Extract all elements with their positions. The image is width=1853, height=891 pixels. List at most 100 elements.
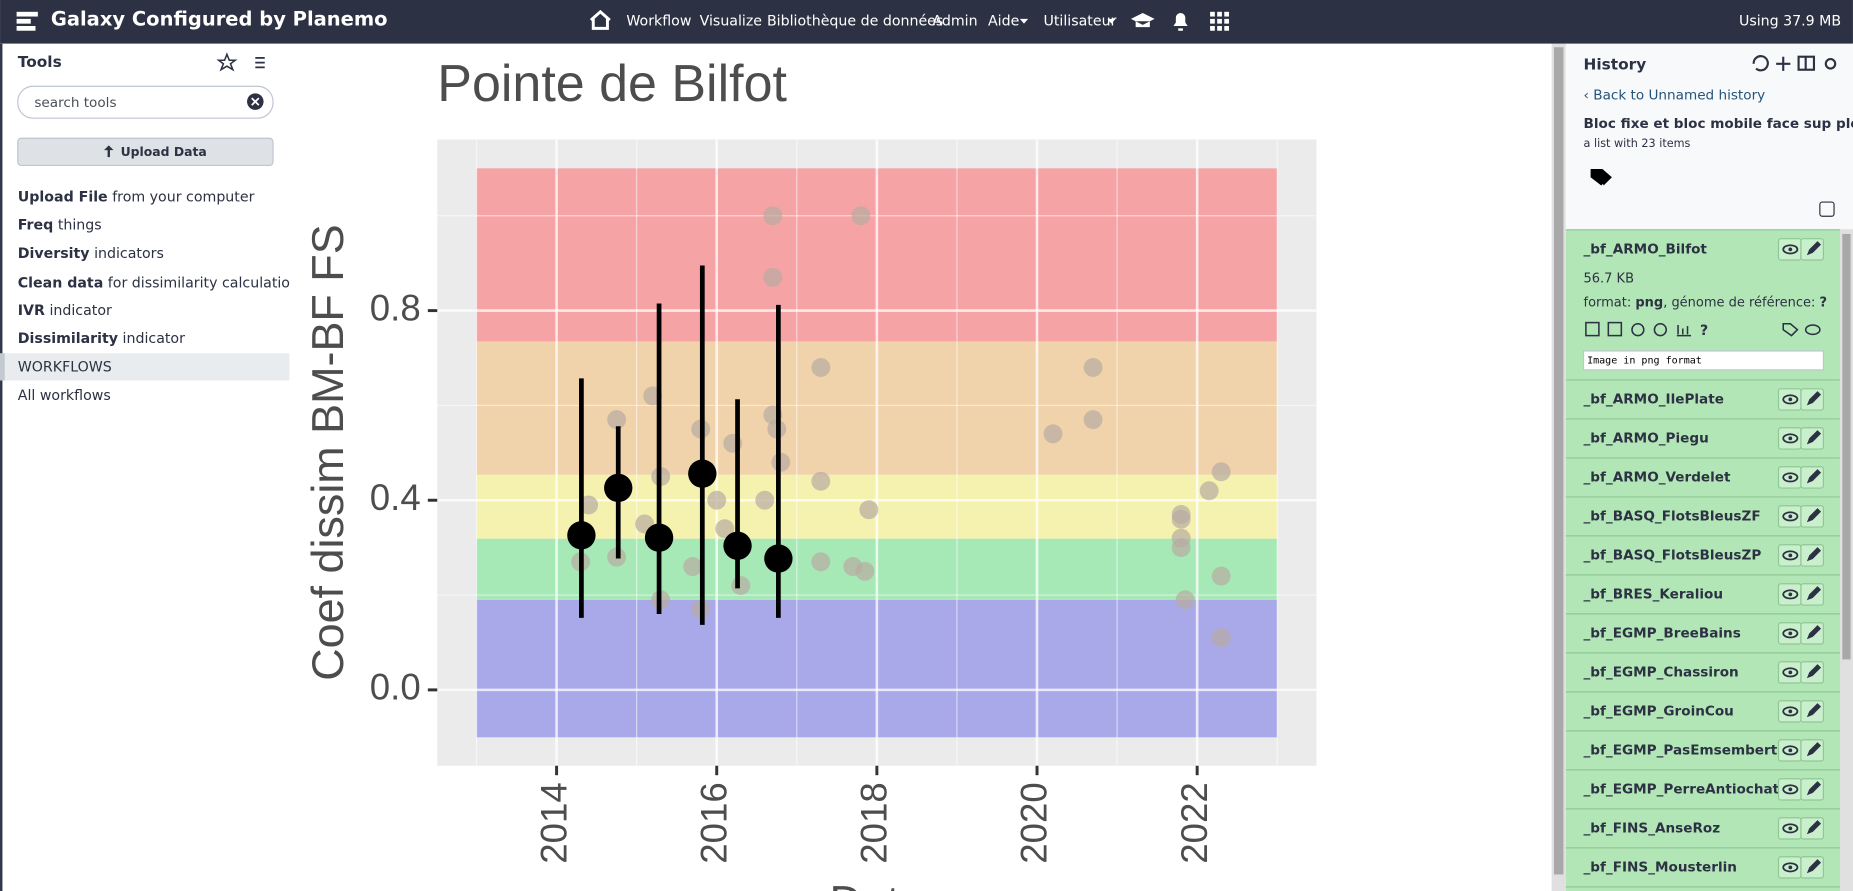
chart-title: Pointe de Bilfot [437, 55, 787, 113]
list-icon[interactable] [255, 57, 265, 69]
tool-name[interactable]: Dissimilarity [18, 331, 118, 347]
scroll-thumb[interactable] [1553, 47, 1564, 875]
data-point [851, 206, 871, 226]
favorites-icon[interactable] [216, 52, 238, 72]
tags-icon[interactable] [1590, 168, 1612, 186]
x-tick-label: 2020 [1014, 782, 1055, 863]
data-point [1211, 462, 1231, 482]
dataset-actions[interactable]: ? [1585, 321, 1821, 339]
history-scroll-thumb[interactable] [1842, 233, 1851, 660]
nav-item[interactable]: Bibliothèque de données [767, 13, 943, 29]
peek-box [1582, 350, 1824, 371]
nav-item[interactable]: Aide [988, 13, 1019, 29]
edit-icon [1806, 241, 1822, 256]
dataset-name[interactable]: _bf_EGMP_BreeBains [1584, 625, 1741, 641]
dataset-name[interactable]: _bf_ARMO_Piegu [1584, 430, 1709, 446]
y-tick-label: 0.0 [370, 667, 421, 708]
navbar [0, 0, 1853, 44]
tool-name[interactable]: Upload File [18, 189, 108, 205]
upload-button[interactable] [17, 137, 274, 167]
apps-icon[interactable] [1210, 11, 1230, 31]
tool-link[interactable]: Freq things [18, 218, 102, 234]
back-link[interactable]: ‹ Back to Unnamed history [1584, 88, 1766, 104]
section-title[interactable]: WORKFLOWS [18, 360, 112, 376]
tool-link[interactable]: Dissimilarity indicator [18, 331, 185, 347]
eye-pupil [1788, 436, 1793, 441]
tool-link[interactable]: Clean data for dissimilarity calculation… [18, 276, 307, 292]
data-point [1171, 538, 1191, 558]
back-text[interactable]: Back to Unnamed history [1593, 88, 1765, 104]
dataset-name[interactable]: _bf_ARMO_Bilfot [1584, 241, 1708, 257]
dataset-name[interactable]: _bf_EGMP_PasEmsembert [1584, 742, 1778, 758]
tool-link[interactable]: Upload File from your computer [18, 189, 255, 205]
upload-label: Upload Data [121, 144, 207, 159]
edit-icon [1806, 664, 1822, 679]
history-icons[interactable] [1752, 55, 1837, 72]
nav-item[interactable]: Visualize [700, 13, 762, 29]
nav-item[interactable]: Workflow [626, 13, 691, 29]
dataset-name[interactable]: _bf_ARMO_Verdelet [1584, 469, 1731, 485]
dataset-name[interactable]: _bf_BRES_Keraliou [1584, 586, 1724, 602]
eye-pupil [1788, 247, 1793, 252]
eye-pupil [1788, 787, 1793, 792]
eye-pupil [1788, 514, 1793, 519]
tool-desc[interactable]: from your computer [112, 189, 254, 205]
edit-icon [1806, 586, 1822, 601]
dataset-name[interactable]: _bf_FINS_AnseRoz [1584, 820, 1721, 836]
tool-name[interactable]: IVR [18, 303, 45, 319]
tool-desc[interactable]: indicator [49, 303, 112, 319]
tool-desc[interactable]: indicators [94, 246, 164, 262]
y-tick-label: 0.8 [370, 287, 421, 328]
tool-desc[interactable]: for dissimilarity calculations [108, 276, 307, 292]
mean-point [723, 531, 752, 560]
brand[interactable]: Galaxy Configured by Planemo [51, 8, 388, 31]
data-point [607, 410, 627, 430]
data-point [1211, 628, 1231, 648]
edit-icon [1806, 703, 1822, 718]
data-point [1175, 590, 1195, 610]
eye-icon [1782, 823, 1799, 834]
tool-desc[interactable]: indicator [123, 331, 186, 347]
eye-pupil [1788, 475, 1793, 480]
home-icon[interactable] [589, 9, 611, 30]
dataset-name[interactable]: _bf_EGMP_GroinCou [1584, 703, 1734, 719]
all-workflows[interactable]: All workflows [18, 388, 111, 404]
data-point [771, 452, 791, 472]
tool-link[interactable]: Diversity indicators [18, 246, 164, 262]
data-point [811, 471, 831, 491]
x-tick-label: 2022 [1174, 782, 1215, 863]
eye-pupil [1788, 592, 1793, 597]
data-point [811, 358, 831, 377]
tool-desc[interactable]: things [58, 218, 102, 234]
eye-icon [1782, 244, 1799, 255]
eye-icon [1782, 745, 1799, 756]
tool-link[interactable]: IVR indicator [18, 303, 112, 319]
save-icon[interactable] [1819, 201, 1835, 217]
dataset-name[interactable]: _bf_EGMP_Chassiron [1584, 664, 1739, 680]
tool-name[interactable]: Freq [18, 218, 54, 234]
edit-icon [1806, 508, 1822, 523]
dataset-name[interactable]: _bf_ARMO_IlePlate [1584, 391, 1724, 407]
eye-icon [1782, 394, 1799, 405]
nav-item[interactable]: Utilisateur [1043, 13, 1116, 29]
data-point [707, 490, 727, 510]
dataset-name[interactable]: _bf_BASQ_FlotsBleusZF [1584, 508, 1761, 524]
usage[interactable]: Using 37.9 MB [1739, 13, 1841, 29]
dataset-name[interactable]: _bf_BASQ_FlotsBleusZP [1584, 547, 1762, 563]
caret [1107, 18, 1116, 24]
dataset-name[interactable]: _bf_FINS_Mousterlin [1584, 859, 1737, 875]
eye-pupil [1788, 631, 1793, 636]
history-title: History [1584, 55, 1647, 73]
data-point [1043, 424, 1063, 444]
bell-icon[interactable] [1173, 12, 1188, 31]
dataset-name[interactable]: _bf_EGMP_PerreAntiochat [1584, 781, 1780, 797]
help-icon[interactable] [1130, 12, 1155, 28]
tool-name[interactable]: Diversity [18, 246, 90, 262]
x-tick-label: 2016 [693, 782, 734, 863]
eye-icon [1782, 550, 1799, 561]
tool-name[interactable]: Clean data [18, 276, 104, 292]
mean-point [567, 521, 596, 550]
nav-item[interactable]: Admin [932, 13, 977, 29]
search-box[interactable] [17, 85, 274, 119]
plot: Pointe de Bilfot 0.0 0.4 0.8 2014 2016 2018 202… [302, 55, 1317, 891]
